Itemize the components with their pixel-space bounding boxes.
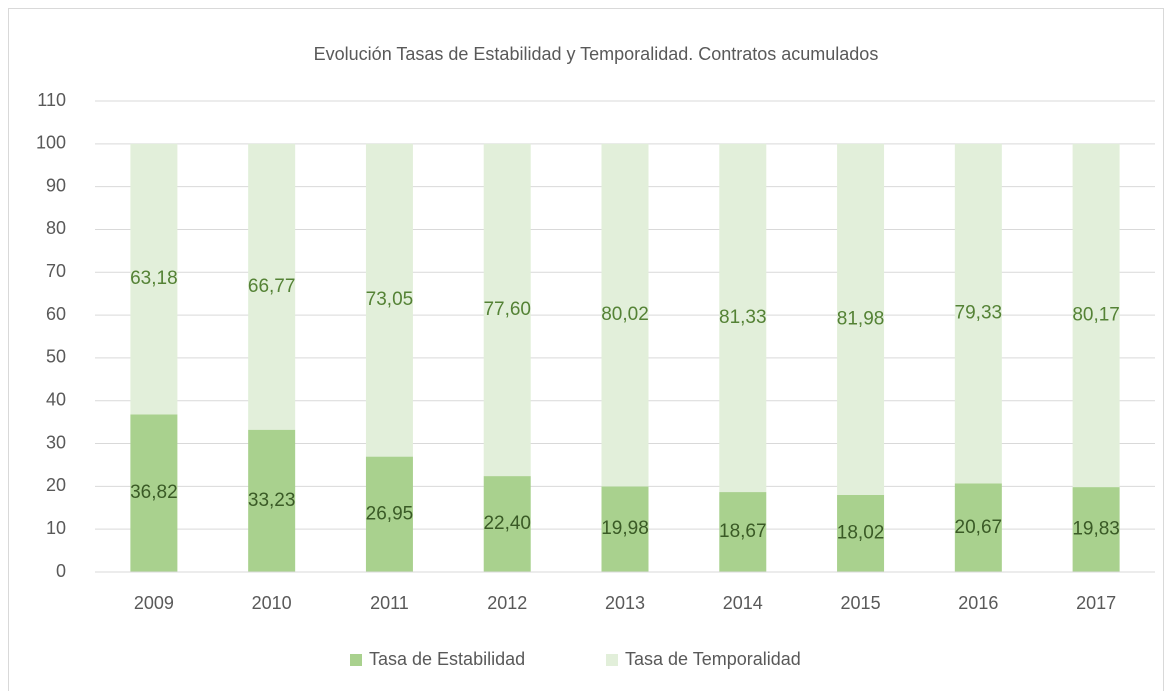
bar-segment [719,143,767,493]
bar-segment [601,143,649,487]
value-label: 73,05 [366,289,414,310]
value-label: 20,67 [955,517,1003,538]
x-tick-label: 2011 [370,593,409,613]
x-tick-label: 2017 [1076,593,1116,613]
x-tick-label: 2009 [134,593,174,613]
value-label: 80,17 [1072,304,1120,325]
value-label: 26,95 [366,503,414,524]
y-tick-label: 110 [37,90,66,110]
legend-swatch [606,654,618,666]
value-label: 66,77 [248,276,296,297]
bar-segment [483,476,531,572]
bar-segment [130,143,178,415]
value-label: 79,33 [955,303,1003,324]
chart-title: Evolución Tasas de Estabilidad y Tempora… [314,44,879,64]
x-tick-label: 2010 [252,593,292,613]
y-tick-label: 90 [46,175,66,195]
bar-segment [248,429,296,572]
y-tick-label: 10 [46,518,66,538]
legend-label: Tasa de Temporalidad [625,649,801,669]
y-tick-label: 80 [46,218,66,238]
value-label: 18,02 [837,522,885,543]
y-tick-label: 30 [46,432,66,452]
bar-segment [130,414,178,572]
bar-segment [1072,143,1120,488]
bar-segment [365,456,413,572]
legend-label: Tasa de Estabilidad [369,649,525,669]
x-tick-label: 2016 [958,593,998,613]
bar-segment [954,483,1002,572]
value-label: 19,98 [601,518,649,539]
y-tick-label: 40 [46,389,66,409]
value-label: 33,23 [248,490,296,511]
bar-segment [837,143,885,495]
bar-segment [248,143,296,430]
value-label: 36,82 [130,482,178,503]
value-label: 19,83 [1072,519,1120,540]
x-tick-label: 2014 [723,593,763,613]
legend-swatch [350,654,362,666]
bar-segment [954,143,1002,484]
value-label: 77,60 [483,299,531,320]
y-tick-label: 0 [56,561,66,581]
value-label: 22,40 [483,513,531,534]
y-tick-label: 70 [46,261,66,281]
bar-segment [483,143,531,477]
value-label: 80,02 [601,304,649,325]
bar-segment [601,486,649,572]
bar-segment [1072,487,1120,572]
y-tick-label: 20 [46,475,66,495]
x-tick-label: 2013 [605,593,645,613]
x-tick-label: 2015 [841,593,881,613]
value-label: 81,98 [837,308,885,329]
value-label: 81,33 [719,307,767,328]
x-tick-label: 2012 [487,593,527,613]
bar-segment [365,143,413,457]
value-label: 63,18 [130,268,178,289]
y-tick-label: 100 [36,133,66,153]
bar-segment [719,492,767,572]
value-label: 18,67 [719,521,767,542]
y-tick-label: 60 [46,304,66,324]
bar-segment [837,494,885,572]
y-tick-label: 50 [46,347,66,367]
